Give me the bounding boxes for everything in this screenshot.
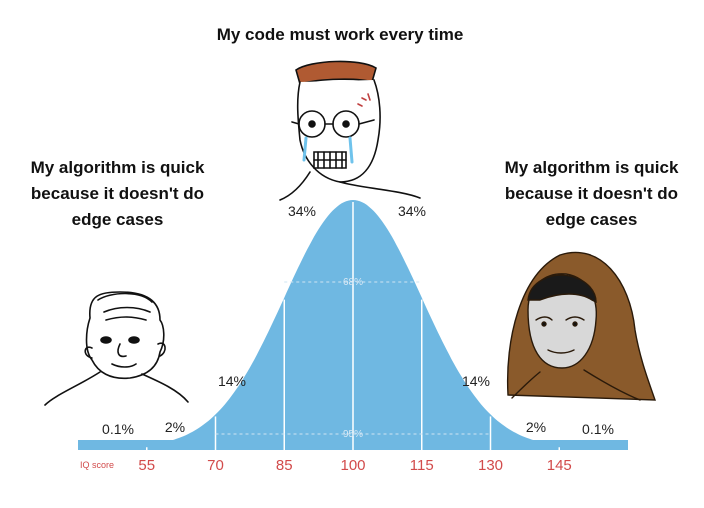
axis-label: IQ score [80, 460, 114, 470]
wojak-crying-glasses-icon [279, 60, 421, 201]
caption-left: My algorithm is quick because it doesn't… [30, 158, 205, 229]
inner-percent-label: 95% [343, 429, 363, 440]
tick-label: 145 [547, 457, 572, 474]
caption-top: My code must work every time [216, 25, 464, 44]
tick-label: 85 [276, 457, 293, 474]
tick-label: 130 [478, 457, 503, 474]
tick-label: 55 [138, 457, 155, 474]
tick-label: 115 [410, 457, 434, 474]
caption-right: My algorithm is quick because it doesn't… [504, 158, 679, 229]
region-percent-label: 34% [288, 203, 316, 219]
inner-percent-label: 68% [343, 277, 363, 288]
region-percent-label: 0.1% [102, 421, 134, 437]
region-percent-label: 14% [218, 373, 246, 389]
region-percent-label: 14% [462, 373, 490, 389]
tick-label: 70 [207, 457, 224, 474]
wojak-simple-icon [44, 291, 189, 406]
region-percent-label: 2% [526, 419, 546, 435]
region-percent-label: 2% [165, 419, 185, 435]
hooded-monk-icon [506, 251, 656, 401]
tick-label: 100 [340, 457, 365, 474]
region-percent-label: 34% [398, 203, 426, 219]
region-percent-label: 0.1% [582, 421, 614, 437]
